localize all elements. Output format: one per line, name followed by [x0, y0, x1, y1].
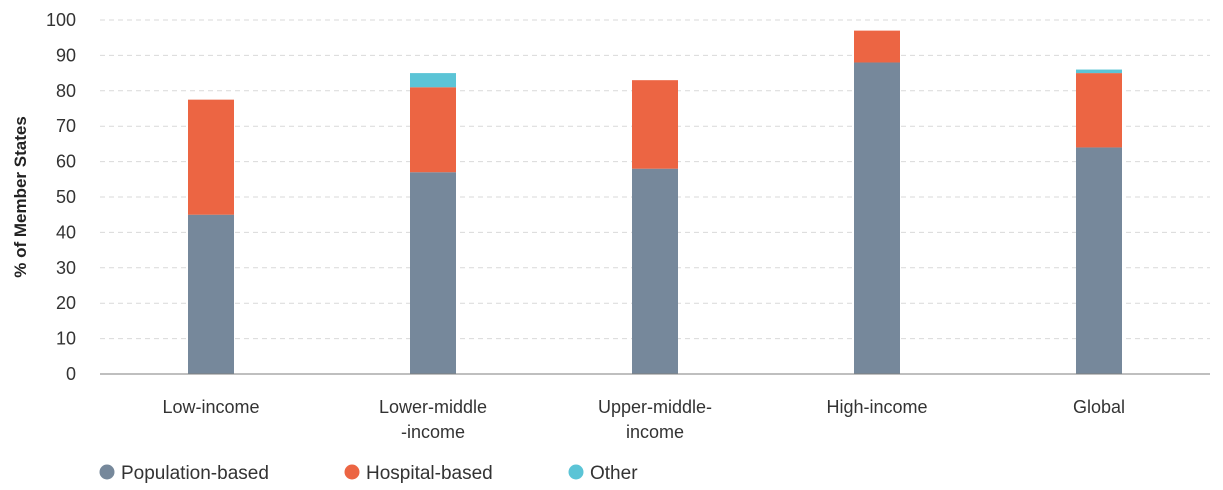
legend-label-other: Other [590, 463, 638, 484]
y-tick-label-70: 70 [56, 116, 76, 136]
y-tick-label-50: 50 [56, 187, 76, 207]
legend-swatch-population-based [99, 464, 115, 480]
x-tick-label-3: High-income [826, 397, 927, 417]
bar-hospital-based-1 [410, 87, 456, 173]
bar-population-based-1 [410, 172, 456, 374]
bar-hospital-based-0 [188, 99, 234, 215]
y-tick-label-100: 100 [46, 10, 76, 30]
bar-population-based-2 [632, 168, 678, 374]
x-tick-label-0: Low-income [162, 397, 259, 417]
legend-swatch-hospital-based [344, 464, 360, 480]
y-tick-label-20: 20 [56, 293, 76, 313]
y-tick-label-80: 80 [56, 81, 76, 101]
bar-other-1 [410, 73, 456, 88]
bar-hospital-based-3 [854, 30, 900, 63]
legend-swatch-other [568, 464, 584, 480]
y-tick-label-60: 60 [56, 152, 76, 172]
bar-population-based-4 [1076, 147, 1122, 374]
legend: Population-based Hospital-based Other [99, 463, 638, 484]
y-tick-label-90: 90 [56, 45, 76, 65]
y-tick-label-0: 0 [66, 364, 76, 384]
bars [188, 30, 1122, 374]
x-tick-label-4: Global [1073, 397, 1125, 417]
bar-population-based-3 [854, 62, 900, 374]
y-tick-label-40: 40 [56, 222, 76, 242]
y-tick-label-10: 10 [56, 329, 76, 349]
x-tick-label-1: Lower-middle -income [379, 397, 487, 442]
legend-label-population-based: Population-based [121, 463, 269, 484]
y-tick-label-30: 30 [56, 258, 76, 278]
y-axis-title: % of Member States [11, 116, 30, 278]
y-axis-ticks: 0 10 20 30 40 50 60 70 80 90 100 [46, 10, 76, 384]
x-tick-label-2: Upper-middle-income [598, 397, 712, 442]
gridlines [100, 19, 1210, 340]
x-axis-ticks: Low-income Lower-middle -income Upper-middl… [162, 397, 1125, 442]
bar-other-4 [1076, 69, 1122, 74]
bar-population-based-0 [188, 214, 234, 374]
bar-hospital-based-4 [1076, 73, 1122, 148]
bar-hospital-based-2 [632, 80, 678, 169]
legend-label-hospital-based: Hospital-based [366, 463, 493, 484]
